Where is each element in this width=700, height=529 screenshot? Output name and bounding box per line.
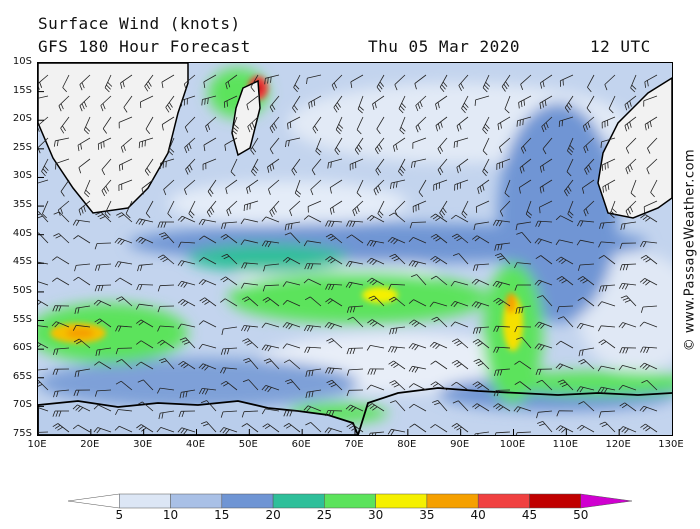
colorbar-segment <box>171 494 222 508</box>
longitude-label: 80E <box>392 439 422 450</box>
latitude-label: 20S <box>2 113 32 124</box>
wind-barb-feather <box>247 204 248 210</box>
colorbar-segment <box>68 494 119 508</box>
colorbar-label: 45 <box>514 508 544 522</box>
colorbar-segment <box>427 494 478 508</box>
longitude-label: 40E <box>181 439 211 450</box>
wind-barb-feather <box>104 141 105 147</box>
longitude-label: 110E <box>550 439 580 450</box>
colorbar-segment <box>581 494 632 508</box>
wind-map-canvas <box>38 63 672 435</box>
colorbar-label: 35 <box>412 508 442 522</box>
wind-barb <box>139 285 153 286</box>
wind-barb-feather <box>101 143 102 149</box>
longitude-label: 60E <box>286 439 316 450</box>
wind-barb-feather <box>601 142 602 148</box>
wind-barb-feather <box>224 102 225 108</box>
wind-barb-feather <box>520 120 521 126</box>
colorbar-label: 40 <box>463 508 493 522</box>
latitude-label: 70S <box>2 399 32 410</box>
latitude-label: 25S <box>2 142 32 153</box>
wind-map <box>37 62 673 436</box>
longitude-label: 20E <box>75 439 105 450</box>
colorbar-segment <box>273 494 324 508</box>
colorbar-label: 50 <box>566 508 596 522</box>
wind-barb-feather <box>454 142 455 148</box>
colorbar-segment <box>478 494 529 508</box>
latitude-label: 35S <box>2 199 32 210</box>
latitude-label: 55S <box>2 314 32 325</box>
colorbar-segment <box>222 494 273 508</box>
map-title: Surface Wind (knots) <box>38 14 241 33</box>
latitude-label: 75S <box>2 428 32 439</box>
copyright-credit: © www.PassageWeather.com <box>683 149 698 351</box>
longitude-label: 90E <box>445 439 475 450</box>
colorbar-segment <box>529 494 580 508</box>
wind-barb <box>328 411 342 412</box>
forecast-subtitle: GFS 180 Hour Forecast <box>38 37 251 56</box>
longitude-label: 130E <box>656 439 686 450</box>
wind-barb-feather <box>608 162 609 168</box>
colorbar-label: 25 <box>309 508 339 522</box>
wind-barb <box>412 222 426 223</box>
longitude-label: 70E <box>339 439 369 450</box>
wind-barb <box>97 285 111 286</box>
wind-barb-feather <box>517 121 518 127</box>
latitude-label: 45S <box>2 256 32 267</box>
colorbar-label: 20 <box>258 508 288 522</box>
latitude-label: 30S <box>2 170 32 181</box>
longitude-label: 120E <box>603 439 633 450</box>
latitude-label: 65S <box>2 371 32 382</box>
wind-barb-feather <box>244 205 245 211</box>
wind-barb-feather <box>475 100 476 106</box>
valid-time: 12 UTC <box>590 37 651 56</box>
colorbar-label: 15 <box>207 508 237 522</box>
longitude-label: 50E <box>233 439 263 450</box>
latitude-label: 10S <box>2 56 32 67</box>
latitude-label: 40S <box>2 228 32 239</box>
longitude-label: 30E <box>128 439 158 450</box>
wind-barb-feather <box>227 101 228 107</box>
colorbar-label: 5 <box>104 508 134 522</box>
longitude-label: 100E <box>498 439 528 450</box>
latitude-label: 50S <box>2 285 32 296</box>
valid-date: Thu 05 Mar 2020 <box>368 37 520 56</box>
latitude-label: 60S <box>2 342 32 353</box>
latitude-label: 15S <box>2 85 32 96</box>
wind-barb <box>38 432 48 433</box>
wind-barb-feather <box>523 119 524 125</box>
colorbar-segment <box>324 494 375 508</box>
colorbar-label: 30 <box>361 508 391 522</box>
colorbar-label: 10 <box>156 508 186 522</box>
longitude-label: 10E <box>22 439 52 450</box>
colorbar-segment <box>376 494 427 508</box>
colorbar-segment <box>119 494 170 508</box>
wind-barb <box>97 243 111 244</box>
